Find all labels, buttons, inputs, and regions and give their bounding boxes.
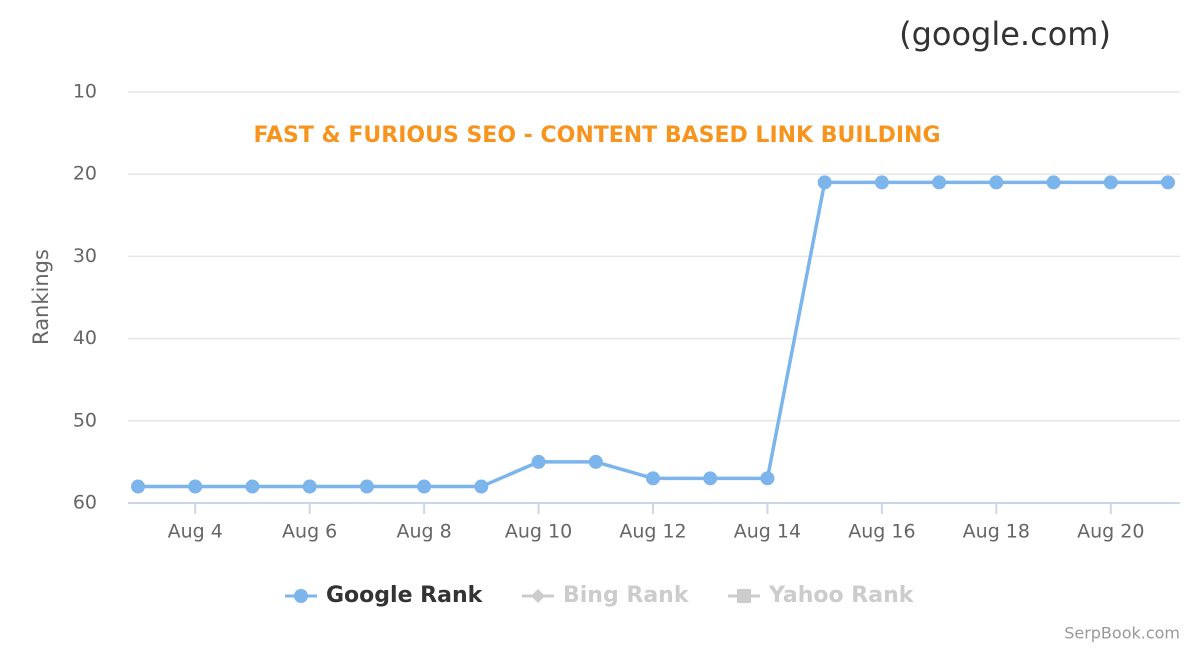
data-point (1046, 175, 1061, 190)
x-tick-label: Aug 4 (168, 521, 223, 543)
x-tick-label: Aug 10 (505, 521, 572, 543)
data-point (302, 479, 317, 494)
data-point (817, 175, 832, 190)
x-tick-label: Aug 18 (963, 521, 1030, 543)
x-tick-label: Aug 16 (848, 521, 915, 543)
legend-label[interactable]: Bing Rank (563, 583, 690, 608)
x-tick-label: Aug 8 (396, 521, 451, 543)
y-tick-label: 10 (73, 81, 97, 103)
y-axis-label: Rankings (29, 249, 53, 345)
data-point (1103, 175, 1118, 190)
data-point (245, 479, 260, 494)
data-point (703, 471, 718, 486)
x-tick-label: Aug 6 (282, 521, 337, 543)
data-point (131, 479, 145, 494)
x-tick-label: Aug 20 (1077, 521, 1144, 543)
data-point (932, 175, 947, 190)
data-point (646, 471, 660, 486)
data-point (760, 471, 775, 486)
y-tick-label: 40 (73, 327, 97, 349)
legend-marker (737, 589, 751, 603)
legend-label[interactable]: Yahoo Rank (768, 583, 915, 608)
data-point (359, 479, 374, 494)
data-point (588, 454, 603, 469)
x-tick-label: Aug 14 (734, 521, 801, 543)
chart-title: (google.com) (899, 15, 1111, 53)
data-point (874, 175, 889, 190)
x-tick-label: Aug 12 (619, 521, 686, 543)
y-tick-label: 30 (73, 245, 97, 267)
data-point (989, 175, 1004, 190)
legend-marker (294, 589, 308, 603)
data-point (1161, 175, 1175, 190)
y-tick-label: 20 (73, 163, 97, 185)
data-point (531, 454, 546, 469)
data-point (417, 479, 432, 494)
chart-subtitle: FAST & FURIOUS SEO - CONTENT BASED LINK … (253, 123, 940, 148)
data-point (188, 479, 203, 494)
data-point (474, 479, 489, 494)
credit: SerpBook.com (1064, 624, 1180, 643)
legend-marker (531, 589, 545, 603)
y-tick-label: 60 (73, 492, 97, 514)
legend-label[interactable]: Google Rank (326, 583, 484, 608)
y-tick-label: 50 (73, 409, 97, 431)
